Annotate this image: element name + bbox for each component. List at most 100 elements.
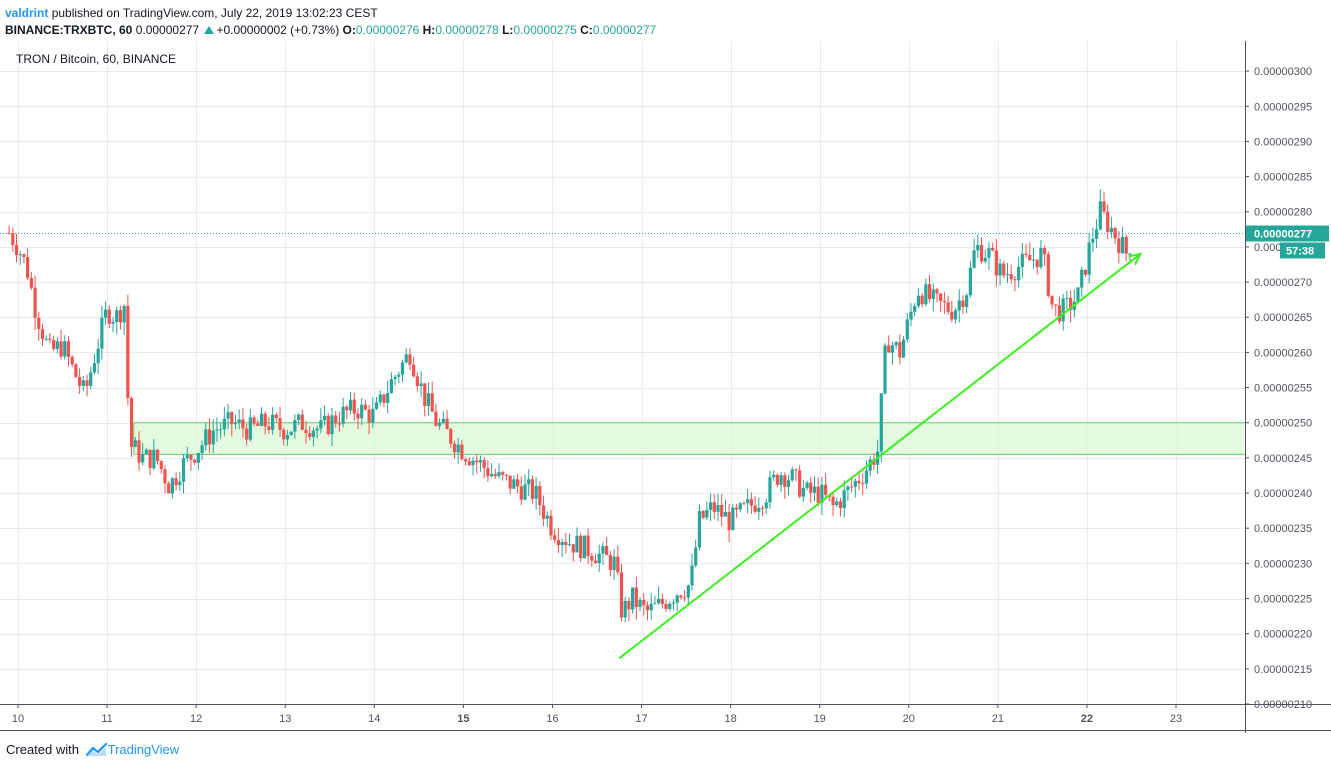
candle-body xyxy=(523,484,527,500)
candle-body xyxy=(486,468,490,477)
candle-body xyxy=(274,414,278,419)
candle xyxy=(708,493,713,522)
candle xyxy=(400,359,405,383)
candle-body xyxy=(170,478,174,494)
candle-body xyxy=(293,419,297,432)
candle-body xyxy=(1120,236,1125,254)
candle-body xyxy=(256,423,260,426)
candle xyxy=(1050,295,1054,309)
candle-body xyxy=(723,511,728,517)
candle-body xyxy=(820,484,824,503)
candle-body xyxy=(341,406,345,424)
candle xyxy=(330,407,334,447)
candle-body xyxy=(1057,305,1062,322)
price-chart[interactable]: TRON / Bitcoin, 60, BINANCE0.000002100.0… xyxy=(0,41,1331,733)
candle-body xyxy=(894,342,898,346)
candle-body xyxy=(953,310,958,320)
candle xyxy=(942,291,946,314)
price-tick-label: 0.00000215 xyxy=(1254,664,1312,676)
candle xyxy=(92,353,97,375)
candle xyxy=(924,278,928,307)
candle-body xyxy=(708,502,713,510)
candle xyxy=(285,429,290,446)
candle xyxy=(794,468,798,481)
candle xyxy=(957,289,961,323)
candle xyxy=(178,472,182,491)
candle-body xyxy=(824,484,828,495)
candle xyxy=(846,484,850,502)
candle-body xyxy=(152,449,156,469)
candle xyxy=(371,397,375,429)
candle xyxy=(1094,219,1099,249)
price-tick-label: 0.00000220 xyxy=(1254,629,1312,641)
candle-body xyxy=(798,470,802,497)
author-link[interactable]: valdrint xyxy=(5,6,49,20)
candle xyxy=(482,456,486,479)
candle-body xyxy=(898,342,902,358)
candle xyxy=(931,283,935,312)
price-tick-label: 0.00000255 xyxy=(1254,383,1312,395)
footer: Created with TradingView xyxy=(6,741,179,759)
candle-body xyxy=(438,422,442,426)
candle xyxy=(445,409,449,430)
candle xyxy=(1009,264,1013,284)
candle-body xyxy=(26,257,30,279)
candle-body xyxy=(909,311,913,320)
candle xyxy=(1017,256,1021,288)
candle xyxy=(790,466,794,482)
candle xyxy=(486,460,490,482)
candle xyxy=(282,427,286,446)
candle xyxy=(434,403,438,427)
candle-body xyxy=(775,474,779,485)
candle-body xyxy=(913,306,917,312)
candle-body xyxy=(631,587,635,610)
candle xyxy=(311,427,316,447)
candle xyxy=(40,323,45,346)
candle xyxy=(504,473,509,481)
candle-body xyxy=(627,600,631,610)
time-tick-label: 22 xyxy=(1081,713,1093,725)
candle-body xyxy=(924,284,928,305)
candle-body xyxy=(905,319,909,340)
candle xyxy=(103,301,108,325)
candle-body xyxy=(415,376,419,386)
candle xyxy=(152,439,156,471)
time-tick-label: 19 xyxy=(814,713,826,725)
candle-body xyxy=(694,547,698,566)
candle-body xyxy=(705,509,709,518)
candle-body xyxy=(70,356,74,365)
candle-body xyxy=(987,248,991,258)
candle-body xyxy=(389,379,393,394)
candle xyxy=(426,382,431,416)
candle xyxy=(460,440,464,461)
candle xyxy=(170,477,174,499)
candle xyxy=(63,335,67,360)
chart-area[interactable]: TRON / Bitcoin, 60, BINANCE 0.00000210 0.0… xyxy=(0,41,1331,733)
candle-body xyxy=(742,503,746,505)
candle-body xyxy=(219,429,223,431)
candle xyxy=(493,468,497,479)
created-with-label: Created with xyxy=(6,742,79,757)
candle xyxy=(560,538,564,558)
candle xyxy=(52,335,56,351)
candle-body xyxy=(1046,254,1050,296)
candle xyxy=(727,503,731,543)
candle-body xyxy=(222,418,226,430)
candle xyxy=(489,463,494,478)
price-tick-label: 0.00000290 xyxy=(1254,136,1312,148)
tradingview-brand[interactable]: TradingView xyxy=(107,742,180,757)
candle-body xyxy=(296,414,301,420)
price-tick-label: 0.00000270 xyxy=(1254,277,1312,289)
candle-body xyxy=(1028,254,1032,261)
candle-body xyxy=(400,362,405,375)
candle xyxy=(605,537,609,556)
candle xyxy=(564,532,568,554)
candle-body xyxy=(872,459,876,465)
candle xyxy=(122,304,126,335)
candle xyxy=(575,527,579,553)
candle-body xyxy=(144,449,149,454)
candle xyxy=(1083,269,1088,277)
last-price-label: 0.00000277 xyxy=(1254,229,1312,241)
candle xyxy=(22,253,26,264)
candle-body xyxy=(853,480,857,487)
